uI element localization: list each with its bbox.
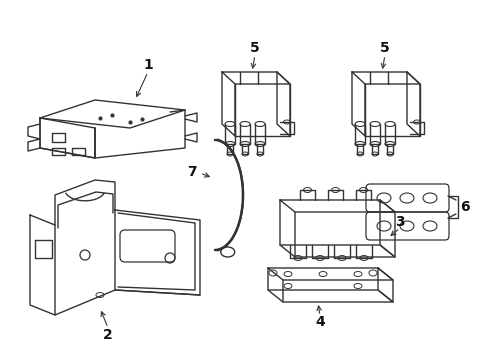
- Text: 4: 4: [314, 315, 324, 329]
- Text: 2: 2: [103, 328, 113, 342]
- Ellipse shape: [226, 152, 232, 156]
- Text: 6: 6: [459, 200, 469, 214]
- Ellipse shape: [359, 188, 367, 193]
- Ellipse shape: [369, 122, 379, 126]
- Ellipse shape: [254, 141, 264, 147]
- Ellipse shape: [283, 120, 290, 124]
- Ellipse shape: [242, 152, 247, 156]
- Text: 7: 7: [187, 165, 196, 179]
- Ellipse shape: [240, 141, 249, 147]
- Ellipse shape: [224, 122, 235, 126]
- Text: 1: 1: [143, 58, 153, 72]
- Ellipse shape: [257, 152, 263, 156]
- Text: 5: 5: [379, 41, 389, 55]
- Ellipse shape: [354, 141, 364, 147]
- Ellipse shape: [371, 152, 377, 156]
- Ellipse shape: [220, 247, 234, 257]
- Ellipse shape: [254, 122, 264, 126]
- Text: 3: 3: [394, 215, 404, 229]
- Ellipse shape: [386, 152, 392, 156]
- Ellipse shape: [384, 141, 394, 147]
- Ellipse shape: [240, 122, 249, 126]
- Ellipse shape: [293, 256, 302, 261]
- Ellipse shape: [224, 141, 235, 147]
- Ellipse shape: [356, 152, 362, 156]
- Ellipse shape: [359, 256, 367, 261]
- Text: 5: 5: [250, 41, 259, 55]
- Ellipse shape: [315, 256, 324, 261]
- Ellipse shape: [331, 188, 339, 193]
- Ellipse shape: [354, 122, 364, 126]
- Ellipse shape: [413, 120, 420, 124]
- Ellipse shape: [303, 188, 311, 193]
- Ellipse shape: [337, 256, 346, 261]
- Ellipse shape: [384, 122, 394, 126]
- Ellipse shape: [369, 141, 379, 147]
